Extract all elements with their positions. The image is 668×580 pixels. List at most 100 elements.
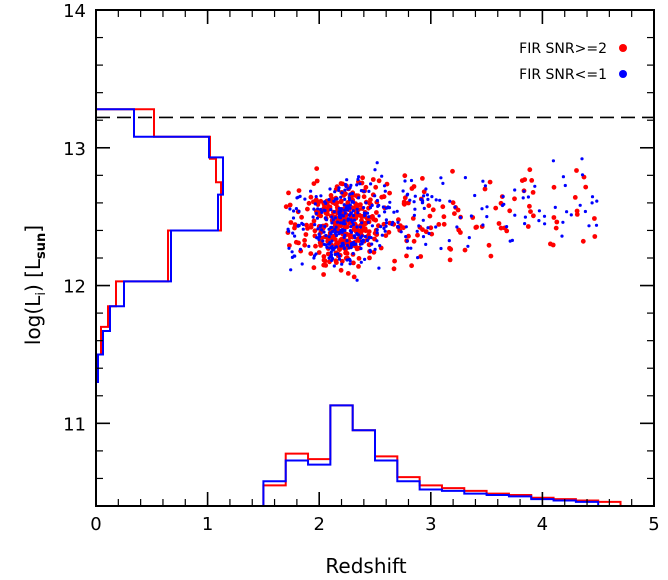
data-point-blue [356, 211, 360, 215]
data-point-blue [312, 254, 317, 258]
data-point-blue [352, 240, 356, 244]
data-point-blue [430, 195, 434, 199]
data-point-blue [425, 193, 429, 197]
data-point-red [321, 254, 327, 259]
data-point-red [367, 255, 372, 261]
data-point-blue [348, 192, 352, 196]
data-point-red [302, 238, 307, 243]
data-point-blue [319, 207, 323, 212]
data-point-red [418, 254, 424, 259]
data-point-blue [297, 209, 301, 213]
data-point-blue [383, 229, 387, 233]
data-point-blue [373, 168, 377, 172]
data-point-red [406, 233, 411, 239]
data-point-blue [587, 224, 591, 228]
legend-marker-blue [619, 70, 627, 78]
data-point-red [321, 272, 326, 277]
data-point-blue [406, 246, 410, 250]
data-point-blue [383, 189, 387, 193]
data-point-blue [345, 258, 349, 262]
data-point-blue [286, 227, 290, 231]
data-point-blue [463, 176, 467, 180]
data-point-blue [396, 220, 400, 224]
data-point-red [447, 257, 453, 263]
data-point-blue [341, 241, 345, 245]
data-point-red [420, 176, 425, 181]
data-point-red [304, 222, 309, 228]
data-point-red [493, 205, 499, 211]
data-point-red [370, 177, 376, 182]
data-point-blue [291, 216, 296, 220]
data-point-blue [320, 210, 324, 214]
legend-label-red: FIR SNR>=2 [519, 41, 607, 57]
data-point-red [527, 203, 532, 209]
data-point-blue [360, 221, 364, 225]
data-point-red [336, 240, 341, 246]
y-tick-label: 13 [63, 139, 86, 160]
data-point-blue [513, 188, 517, 192]
data-point-red [306, 200, 312, 206]
data-point-red [572, 195, 578, 200]
data-point-red [527, 167, 533, 173]
data-point-blue [448, 199, 452, 203]
data-point-red [462, 247, 468, 253]
data-point-blue [355, 225, 359, 229]
data-point-blue [542, 214, 547, 218]
data-point-blue [502, 202, 506, 206]
data-point-blue [383, 210, 387, 214]
data-point-blue [346, 218, 350, 222]
data-point-blue [359, 246, 363, 251]
data-point-red [311, 265, 317, 271]
data-point-blue [290, 255, 294, 259]
data-point-red [314, 166, 320, 172]
data-point-blue [396, 225, 401, 229]
data-point-red [583, 184, 589, 190]
data-point-red [531, 213, 536, 219]
data-point-red [488, 253, 494, 259]
data-point-red [338, 198, 344, 204]
data-point-red [429, 231, 435, 237]
data-point-blue [312, 207, 316, 211]
data-point-blue [314, 211, 318, 215]
data-point-red [528, 209, 533, 215]
data-point-blue [363, 234, 367, 239]
data-point-red [283, 204, 289, 210]
data-point-blue [313, 202, 317, 206]
data-point-blue [329, 231, 333, 235]
data-point-blue [412, 200, 416, 204]
data-point-red [458, 230, 463, 235]
data-point-blue [439, 246, 443, 251]
data-point-red [436, 222, 442, 227]
data-point-blue [381, 205, 385, 209]
data-point-red [302, 242, 308, 248]
data-point-blue [369, 182, 373, 186]
data-point-blue [417, 224, 421, 228]
data-point-red [411, 238, 417, 244]
data-point-red [374, 210, 379, 215]
data-point-red [379, 194, 385, 200]
data-point-red [410, 216, 416, 221]
data-point-blue [370, 224, 374, 228]
luminosity-histogram-red [95, 108, 222, 382]
data-point-blue [349, 225, 353, 229]
data-point-blue [335, 197, 339, 201]
data-point-blue [408, 198, 412, 202]
data-point-blue [560, 234, 564, 238]
data-point-blue [365, 238, 369, 242]
data-point-red [387, 190, 392, 196]
data-point-blue [469, 214, 473, 218]
data-point-blue [337, 254, 341, 258]
data-point-blue [473, 193, 477, 198]
data-point-red [402, 201, 407, 207]
data-point-blue [346, 204, 350, 208]
data-point-red [580, 238, 586, 244]
data-point-blue [395, 209, 399, 213]
data-point-blue [358, 225, 363, 229]
data-point-blue [292, 209, 296, 213]
data-point-red [426, 203, 432, 209]
data-point-blue [348, 262, 352, 266]
data-point-blue [392, 210, 396, 214]
data-point-red [574, 208, 580, 214]
data-point-blue [327, 235, 331, 239]
data-point-blue [543, 222, 547, 226]
